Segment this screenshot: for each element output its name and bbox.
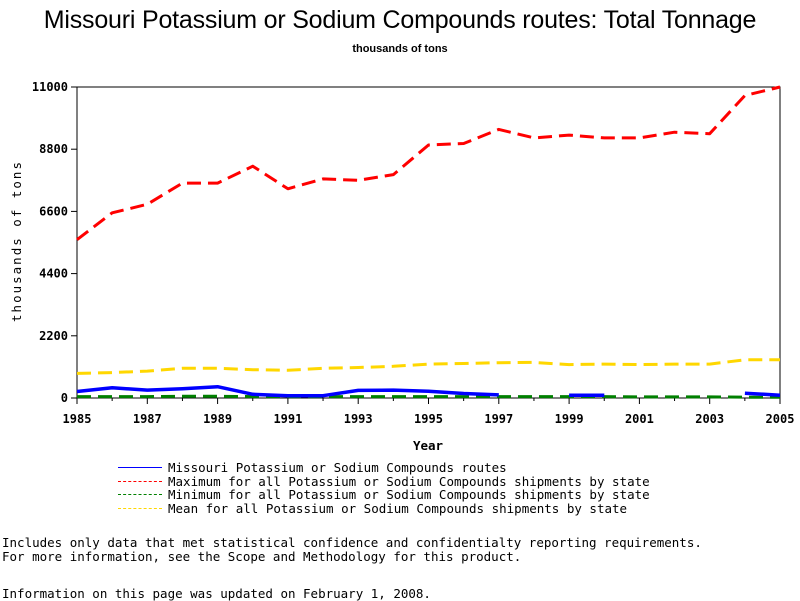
y-tick-label: 4400	[39, 267, 68, 281]
chart-legend: Missouri Potassium or Sodium Compounds r…	[118, 461, 650, 515]
series-line	[76, 358, 780, 375]
legend-swatch	[118, 507, 162, 509]
x-tick-label: 1993	[344, 412, 373, 426]
legend-label: Missouri Potassium or Sodium Compounds r…	[168, 460, 507, 475]
x-axis-label: Year	[413, 438, 444, 453]
legend-item: Missouri Potassium or Sodium Compounds r…	[118, 461, 650, 475]
update-notice: Information on this page was updated on …	[2, 586, 431, 601]
x-tick-label: 1999	[555, 412, 584, 426]
y-axis-label: thousands of tons	[9, 160, 24, 322]
footnotes: Includes only data that met statistical …	[2, 536, 702, 564]
legend-swatch	[118, 480, 162, 482]
legend-label: Mean for all Potassium or Sodium Compoun…	[168, 500, 628, 516]
legend-swatch	[118, 494, 162, 496]
footnote-methodology: For more information, see the Scope and …	[2, 549, 522, 564]
y-tick-label: 2200	[39, 329, 68, 343]
x-tick-label: 1987	[133, 412, 162, 426]
chart-axes: 0 2200 4400 6600 8800 11000 1985 1987 1989 1991 19…	[32, 80, 795, 426]
y-tick-label: 8800	[39, 142, 68, 156]
series-line	[744, 391, 781, 397]
x-tick-label: 1991	[273, 412, 302, 426]
series-line	[77, 394, 780, 399]
x-tick-label: 2003	[695, 412, 724, 426]
legend-item: Mean for all Potassium or Sodium Compoun…	[118, 500, 650, 516]
series-line	[76, 384, 499, 398]
y-tick-label: 0	[61, 391, 68, 405]
x-tick-label: 2005	[766, 412, 795, 426]
legend-item: Maximum for all Potassium or Sodium Comp…	[118, 473, 650, 489]
x-tick-label: 1995	[414, 412, 443, 426]
y-tick-label: 11000	[32, 80, 68, 94]
x-tick-label: 1997	[484, 412, 513, 426]
x-tick-label: 2001	[625, 412, 654, 426]
chart-series	[76, 85, 781, 399]
legend-label: Minimum for all Potassium or Sodium Comp…	[168, 487, 650, 502]
y-tick-label: 6600	[39, 204, 68, 218]
legend-swatch	[118, 467, 162, 469]
footnote-confidence: Includes only data that met statistical …	[2, 535, 702, 550]
chart-subtitle: thousands of tons	[352, 43, 448, 55]
line-chart: 0 2200 4400 6600 8800 11000 1985 1987 1989 1991 19…	[9, 80, 795, 453]
legend-item: Minimum for all Potassium or Sodium Comp…	[118, 488, 650, 502]
chart-title: Missouri Potassium or Sodium Compounds r…	[43, 6, 757, 34]
series-line	[76, 85, 781, 241]
legend-label: Maximum for all Potassium or Sodium Comp…	[168, 473, 650, 489]
x-tick-label: 1989	[203, 412, 232, 426]
x-tick-label: 1985	[63, 412, 92, 426]
